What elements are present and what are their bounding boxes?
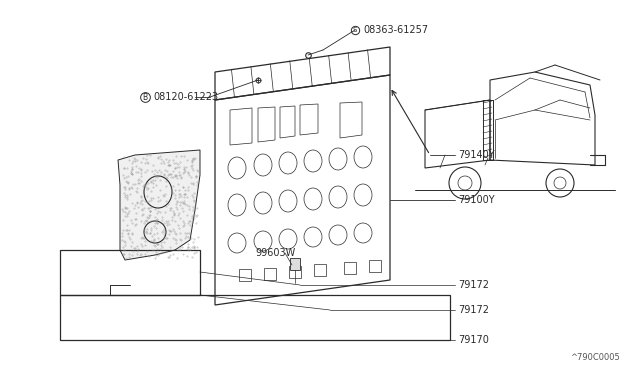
Bar [314,264,326,276]
Text: ^790C0005: ^790C0005 [570,353,620,362]
Bar [344,262,356,274]
Text: 79100Y: 79100Y [458,195,495,205]
Bar [289,266,301,278]
Text: 79172: 79172 [458,280,489,290]
Bar [290,258,300,270]
Bar [264,268,276,280]
Polygon shape [118,150,200,260]
Text: 79172: 79172 [458,305,489,315]
Text: 08363-61257: 08363-61257 [363,25,428,35]
Bar [239,269,251,281]
Text: 08120-61223: 08120-61223 [153,92,218,102]
Text: 99603W: 99603W [255,248,295,258]
Bar [369,260,381,272]
Text: 79170: 79170 [458,335,489,345]
Text: 79140Y: 79140Y [458,150,495,160]
Text: S: S [353,27,357,33]
Text: B: B [143,93,148,102]
